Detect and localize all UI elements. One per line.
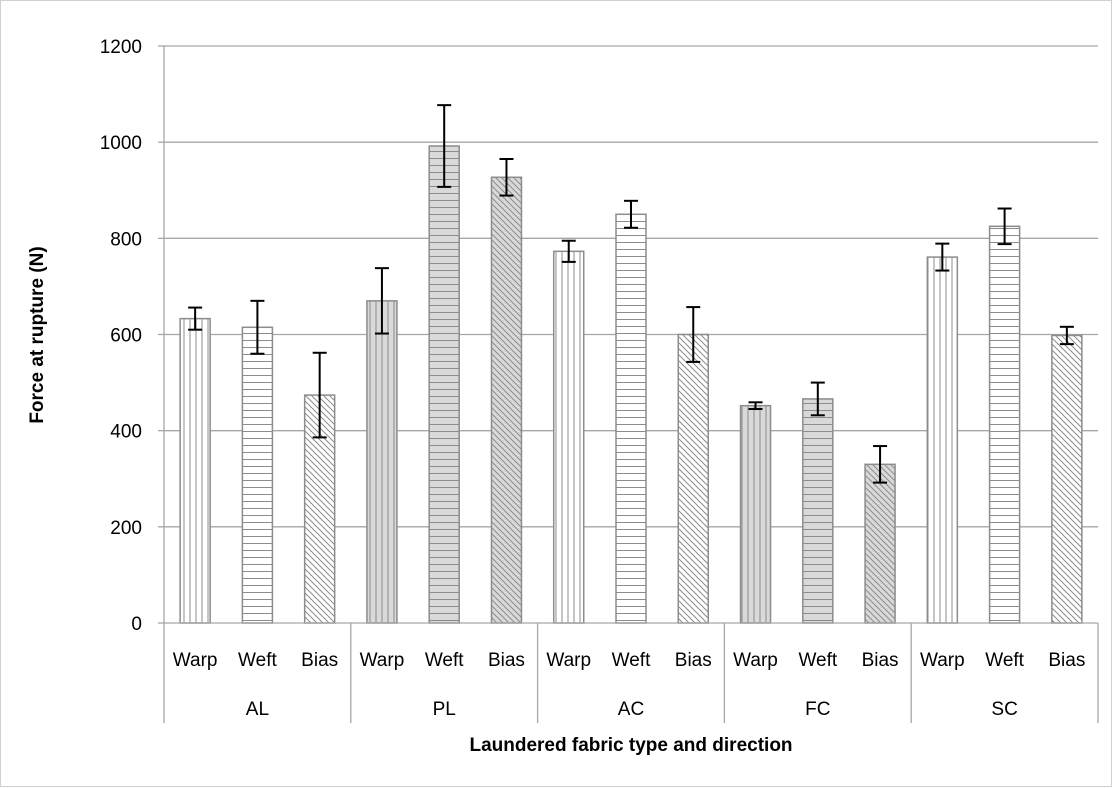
bar-fc-bias xyxy=(864,463,896,624)
bar-al-bias xyxy=(303,394,336,624)
x-tick-label-pl-bias: Bias xyxy=(488,650,525,671)
y-tick-label-600: 600 xyxy=(110,326,142,347)
x-tick-label-pl-warp: Warp xyxy=(360,650,405,671)
error-bar-ac-bias xyxy=(686,306,701,363)
x-axis: Warp Weft Bias AL Warp Weft Bias PL Warp Weft Bias… xyxy=(163,622,1099,723)
bar-pl-bias xyxy=(490,176,523,624)
y-tick-label-1000: 1000 xyxy=(100,133,142,154)
x-tick-label-ac-bias: Bias xyxy=(675,650,712,671)
y-tick-label-1200: 1200 xyxy=(100,37,142,58)
error-bar-sc-weft xyxy=(997,207,1012,246)
error-bar-fc-bias xyxy=(873,445,888,484)
bar-ac-bias xyxy=(677,333,710,624)
bar-sc-weft xyxy=(988,225,1021,624)
error-bar-pl-weft xyxy=(437,104,452,188)
y-tick-label-400: 400 xyxy=(110,422,142,443)
error-bar-ac-warp xyxy=(561,239,576,263)
error-bar-sc-warp xyxy=(935,242,950,272)
error-bar-fc-weft xyxy=(810,381,825,417)
y-tick-label-800: 800 xyxy=(110,229,142,250)
x-group-label-ac: AC xyxy=(618,699,644,720)
x-tick-label-sc-weft: Weft xyxy=(985,650,1024,671)
error-bar-pl-warp xyxy=(374,267,389,335)
bar-sc-warp xyxy=(926,256,959,624)
bar-ac-warp xyxy=(552,250,585,624)
y-axis-title: Force at rupture (N) xyxy=(27,246,48,423)
bar-sc-bias xyxy=(1051,334,1083,624)
error-bar-pl-bias xyxy=(499,157,514,197)
bar-al-weft xyxy=(241,326,274,624)
y-tick-label-0: 0 xyxy=(131,614,142,635)
x-tick-label-al-bias: Bias xyxy=(301,650,338,671)
x-tick-label-pl-weft: Weft xyxy=(425,650,464,671)
error-bar-al-warp xyxy=(188,306,203,331)
y-tick-label-200: 200 xyxy=(110,518,142,539)
x-tick-label-fc-bias: Bias xyxy=(862,650,899,671)
x-tick-label-sc-bias: Bias xyxy=(1048,650,1085,671)
x-tick-label-sc-warp: Warp xyxy=(920,650,965,671)
error-bars xyxy=(188,104,1074,484)
bar-ac-weft xyxy=(615,213,647,624)
bar-pl-warp xyxy=(366,300,398,624)
x-group-label-fc: FC xyxy=(805,699,830,720)
x-tick-label-ac-warp: Warp xyxy=(546,650,591,671)
error-bar-sc-bias xyxy=(1059,325,1074,346)
error-bar-al-weft xyxy=(250,299,265,355)
error-bar-al-bias xyxy=(312,351,327,439)
x-tick-label-fc-weft: Weft xyxy=(798,650,837,671)
bar-pl-weft xyxy=(428,145,460,624)
error-bar-fc-warp xyxy=(748,401,763,411)
bar-al-warp xyxy=(179,317,211,624)
y-axis-ticks: 0 200 400 600 800 1000 1200 xyxy=(100,37,165,635)
x-group-label-pl: PL xyxy=(433,699,456,720)
bar-fc-weft xyxy=(802,398,834,624)
x-group-label-sc: SC xyxy=(991,699,1017,720)
x-group-label-al: AL xyxy=(246,699,269,720)
x-axis-title: Laundered fabric type and direction xyxy=(469,735,792,756)
bar-fc-warp xyxy=(739,404,772,624)
x-tick-label-fc-warp: Warp xyxy=(733,650,778,671)
error-bar-ac-weft xyxy=(624,199,638,229)
x-tick-label-al-weft: Weft xyxy=(238,650,277,671)
x-tick-label-al-warp: Warp xyxy=(173,650,218,671)
x-tick-label-ac-weft: Weft xyxy=(612,650,651,671)
